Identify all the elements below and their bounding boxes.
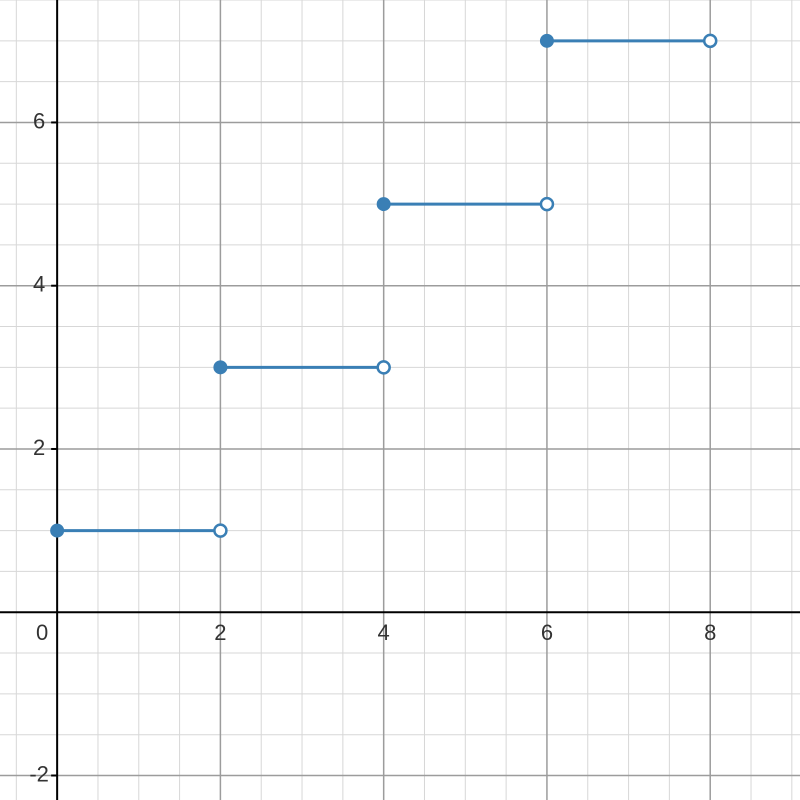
open-point — [378, 361, 390, 373]
open-point — [704, 35, 716, 47]
closed-point — [541, 35, 553, 47]
y-tick-label: -2 — [29, 761, 49, 786]
chart-bg — [0, 0, 800, 800]
x-tick-label: 6 — [541, 620, 553, 645]
open-point — [214, 525, 226, 537]
y-tick-label: 6 — [33, 108, 45, 133]
y-tick-label: 2 — [33, 435, 45, 460]
step-chart: 2 4 6 8 -2 2 4 6 0 — [0, 0, 800, 800]
open-point — [541, 198, 553, 210]
origin-label: 0 — [36, 620, 48, 645]
closed-point — [51, 525, 63, 537]
x-tick-label: 2 — [214, 620, 226, 645]
x-tick-label: 8 — [704, 620, 716, 645]
closed-point — [214, 361, 226, 373]
y-tick-label: 4 — [33, 272, 45, 297]
x-tick-label: 4 — [378, 620, 390, 645]
closed-point — [378, 198, 390, 210]
chart-svg: 2 4 6 8 -2 2 4 6 0 — [0, 0, 800, 800]
